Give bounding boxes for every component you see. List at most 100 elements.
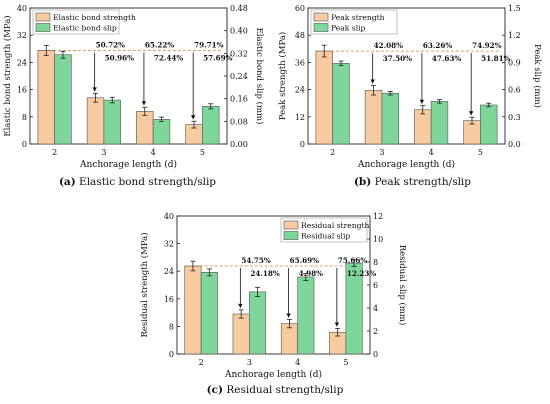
bar-slip [381,92,399,145]
strength-decrease-label: 65.22% [145,41,175,50]
bar-slip [152,119,171,145]
y-right-tick-label: 10 [373,235,383,244]
arrow-head [419,99,425,104]
strength-decrease-label: 75.66% [338,256,368,265]
y-right-tick-label: 0.24 [230,72,248,81]
y-left-tick-label: 0 [22,140,27,149]
strength-decrease-label: 65.69% [290,256,320,265]
caption-b-letter: (b) [353,176,372,188]
slip-decrease-label: 47.63% [432,54,462,63]
bar-strength [232,313,250,355]
strength-decrease-label: 74.92% [472,41,502,50]
x-tick-label: 5 [478,148,483,157]
caption-c-letter: (c) [206,384,223,396]
strength-decrease-label: 54.75% [241,256,271,265]
bar-strength [414,109,432,145]
x-axis-label: Anchorage length (d) [357,159,455,170]
x-tick-label: 3 [101,148,106,157]
y-right-tick-label: 6 [373,281,378,290]
y-left-axis-label: Residual strength (MPa) [139,232,150,337]
strength-decrease-label: 42.08% [374,41,404,50]
legend-label: Peak strength [331,13,385,22]
x-tick-label: 3 [379,148,384,157]
chart-elastic-bond: 0 8 16 24 32 40 0.00 0.08 0.16 0.24 0.32 0.40 0.48 2 3… [2,4,265,170]
y-left-tick-label: 24 [164,267,174,276]
x-tick-label: 4 [295,358,300,367]
arrow-head [238,303,243,308]
y-right-tick-label: 0 [373,350,378,359]
y-right-tick-label: 8 [373,258,378,267]
y-right-axis-label: Peak slip (mm) [532,44,543,108]
y-right-tick-label: 0.32 [230,49,248,58]
bar-strength [136,111,154,145]
caption-c-text: Residual strength/slip [226,384,344,396]
x-axis-label: Anchorage length (d) [224,369,322,380]
y-left-tick-label: 48 [295,31,305,40]
y-left-tick-label: 8 [22,113,27,122]
legend-swatch [283,231,299,240]
slip-decrease-label: 37.50% [383,54,413,63]
x-axis-label: Anchorage length (d) [79,159,177,170]
legend-label: Elastic bond slip [53,24,117,33]
bar-slip [200,272,218,355]
legend-swatch [313,12,329,22]
legend-label: Residual strength [301,221,370,230]
bar-slip [297,276,315,355]
strength-decrease-label: 79.71% [194,41,224,50]
x-tick-label: 2 [330,148,335,157]
slip-decrease-label: 50.96% [105,54,135,63]
y-left-tick-label: 12 [295,113,305,122]
y-left-axis-label: Peak strength (MPa) [277,32,288,120]
y-right-tick-label: 0.00 [230,140,248,149]
caption-a-text: Elastic bond strength/slip [79,176,217,188]
y-left-tick-label: 24 [17,58,27,67]
legend-label: Peak slip [331,24,366,33]
arrow-head [141,101,147,106]
y-right-axis-label: Elastic bond slip (mm) [254,28,265,125]
bar-strength [37,50,55,145]
caption-b-text: Peak strength/slip [374,176,472,188]
bar-slip [54,54,72,145]
chart-peak: 0 12 24 36 48 60 0.0 0.3 0.6 0.9 1.2 1.5 2 3 4 5 Anchora… [277,4,543,170]
x-tick-label: 5 [343,358,348,367]
x-tick-label: 2 [199,358,204,367]
y-right-tick-label: 0.40 [230,27,248,36]
x-tick-label: 4 [429,148,434,157]
legend-label: Residual slip [301,232,350,241]
bar-slip [202,106,220,145]
slip-decrease-label: 12.23% [347,269,377,278]
y-left-tick-label: 16 [164,295,174,304]
y-left-tick-label: 0 [169,350,174,359]
bar-slip [332,63,350,145]
y-right-tick-label: 0.3 [508,113,521,122]
y-left-tick-label: 0 [300,140,305,149]
bar-slip [430,101,449,145]
y-right-tick-label: 1.2 [508,31,521,40]
panel-peak: 0 12 24 36 48 60 0.0 0.3 0.6 0.9 1.2 1.5 2 3 4 5 Anchora… [275,0,550,195]
y-left-tick-label: 40 [164,212,174,221]
caption-a: (a) Elastic bond strength/slip [0,176,275,188]
y-left-tick-label: 24 [295,86,305,95]
y-left-axis-label: Elastic bond strength (MPa) [2,15,13,136]
bar-slip [249,291,267,355]
y-right-tick-label: 2 [373,327,378,336]
y-left-tick-label: 32 [164,240,174,249]
y-right-tick-label: 0.0 [508,140,521,149]
legend-swatch [313,23,329,32]
bar-strength [364,89,383,145]
arrow-head [92,87,97,92]
y-right-tick-label: 0.48 [230,4,248,13]
y-left-tick-label: 40 [17,4,27,13]
y-right-tick-label: 0.08 [230,117,248,126]
y-left-tick-label: 60 [295,4,305,13]
y-right-tick-label: 12 [373,212,383,221]
legend-swatch [35,23,51,32]
panel-elastic: 0 8 16 24 32 40 0.00 0.08 0.16 0.24 0.32 0.40 0.48 2 3… [0,0,275,195]
legend-swatch [283,220,299,230]
caption-b: (b) Peak strength/slip [275,176,550,188]
y-right-tick-label: 1.5 [508,4,521,13]
y-right-tick-label: 0.9 [508,58,521,67]
bar-strength [315,50,333,145]
y-left-tick-label: 36 [295,58,305,67]
